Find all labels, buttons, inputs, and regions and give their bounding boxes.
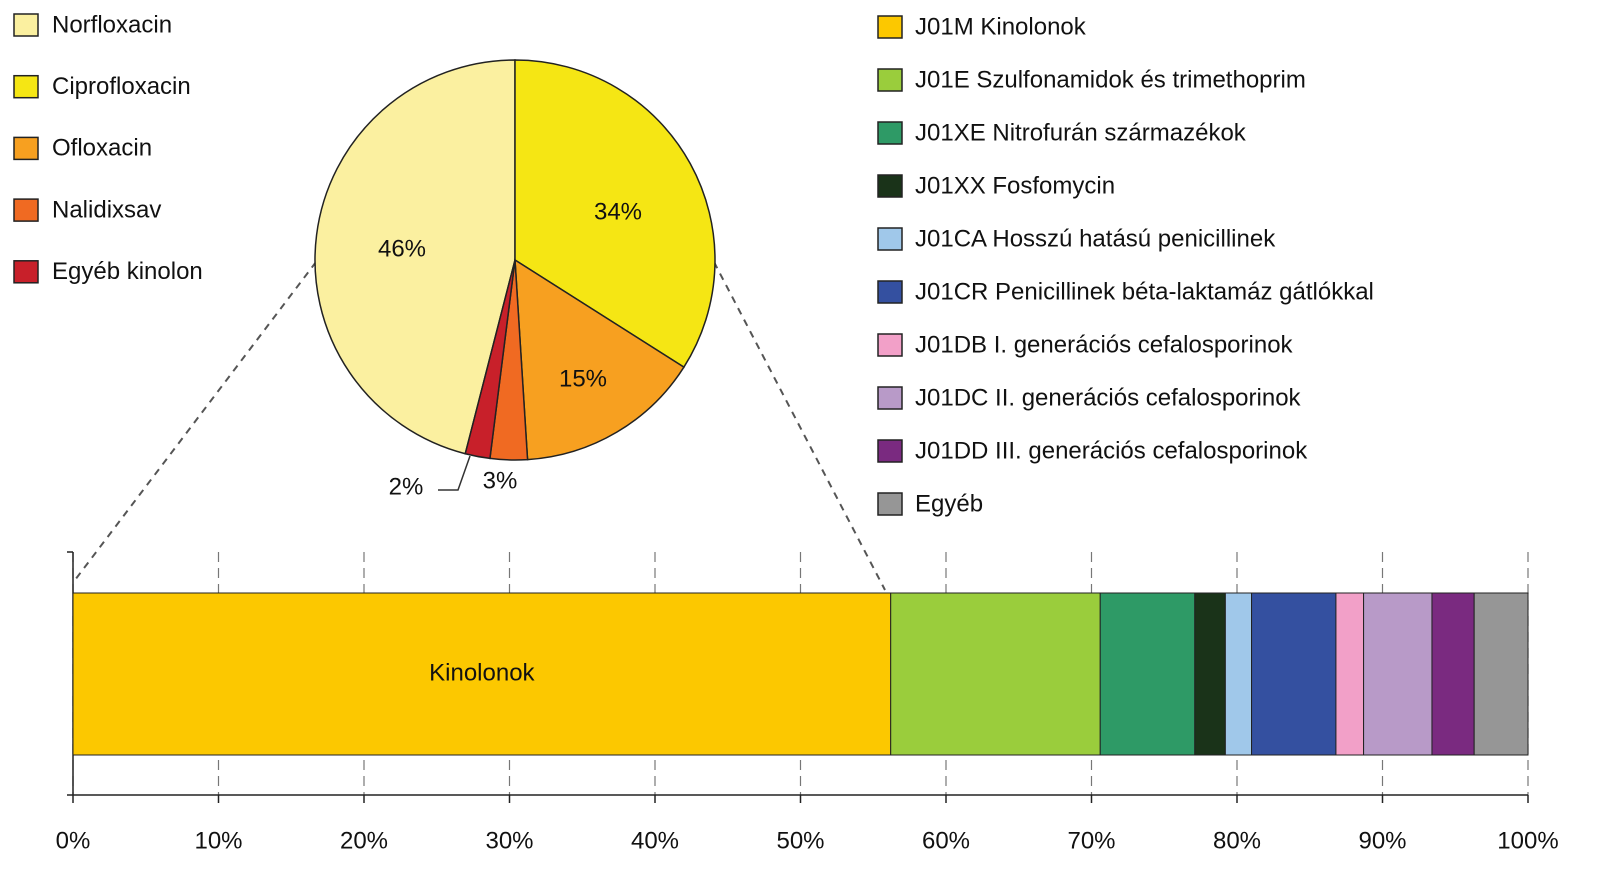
legend-label: J01DC II. generációs cefalosporinok — [915, 384, 1302, 411]
legend-swatch — [13, 13, 39, 37]
data-label: 15% — [559, 365, 607, 392]
legend-label: J01CA Hosszú hatású penicillinek — [915, 225, 1276, 252]
legend-swatch — [877, 386, 903, 410]
legend-swatch — [877, 280, 903, 304]
legend-swatch — [13, 198, 39, 222]
bar-segment — [1335, 592, 1365, 756]
legend-swatch — [877, 439, 903, 463]
bar-segment — [1431, 592, 1475, 756]
legend-label: J01E Szulfonamidok és trimethoprim — [915, 66, 1306, 93]
legend-label: J01DD III. generációs cefalosporinok — [915, 437, 1308, 464]
pie-slice — [314, 59, 516, 455]
legend-swatch — [877, 68, 903, 92]
legend-label: Egyéb — [915, 490, 983, 517]
x-tick-label: 90% — [1358, 827, 1406, 854]
bar-segment — [1363, 592, 1433, 756]
bar-segment — [72, 592, 892, 756]
legend-label: J01XX Fosfomycin — [915, 172, 1115, 199]
x-tick-label: 10% — [194, 827, 242, 854]
x-tick-label: 80% — [1213, 827, 1261, 854]
pie-slice — [514, 59, 716, 369]
x-tick-label: 60% — [922, 827, 970, 854]
zoom-line — [713, 261, 886, 591]
data-label: 46% — [378, 235, 426, 262]
bar-segment — [1099, 592, 1196, 756]
zoom-line — [74, 261, 317, 581]
x-tick-label: 30% — [485, 827, 533, 854]
legend-swatch — [877, 333, 903, 357]
legend-swatch — [877, 227, 903, 251]
x-tick-label: 0% — [56, 827, 91, 854]
legend-swatch — [877, 492, 903, 516]
legend-label: J01XE Nitrofurán származékok — [915, 119, 1247, 146]
x-tick-label: 50% — [776, 827, 824, 854]
x-tick-label: 70% — [1067, 827, 1115, 854]
legend-swatch — [13, 260, 39, 284]
pie-slice — [514, 258, 685, 461]
legend-swatch — [877, 15, 903, 39]
bar-segment — [1251, 592, 1337, 756]
pie-slice — [464, 259, 516, 460]
legend-label: J01DB I. generációs cefalosporinok — [915, 331, 1294, 358]
x-tick-label: 20% — [340, 827, 388, 854]
legend-label: Ofloxacin — [52, 135, 152, 162]
legend-swatch — [877, 174, 903, 198]
bar-annotation: Kinolonok — [429, 659, 535, 686]
legend-label: Egyéb kinolon — [52, 258, 203, 285]
data-label: 3% — [483, 467, 518, 494]
legend-swatch — [877, 121, 903, 145]
data-label: 2% — [389, 473, 424, 500]
legend-label: Norfloxacin — [52, 11, 172, 38]
legend-swatch — [13, 74, 39, 99]
legend-label: J01CR Penicillinek béta-laktamáz gátlókk… — [915, 278, 1374, 305]
legend-label: Ciprofloxacin — [52, 73, 191, 100]
legend-label: J01M Kinolonok — [915, 13, 1087, 40]
bar-segment — [1224, 592, 1253, 756]
x-tick-label: 40% — [631, 827, 679, 854]
bar-segment — [1194, 592, 1226, 756]
legend-label: Nalidixsav — [52, 196, 161, 223]
bar-segment — [1473, 592, 1529, 756]
bar-segment — [890, 592, 1101, 756]
legend-swatch — [13, 136, 39, 161]
leader-line — [438, 455, 471, 491]
x-tick-label: 100% — [1497, 827, 1558, 854]
data-label: 34% — [594, 198, 642, 225]
